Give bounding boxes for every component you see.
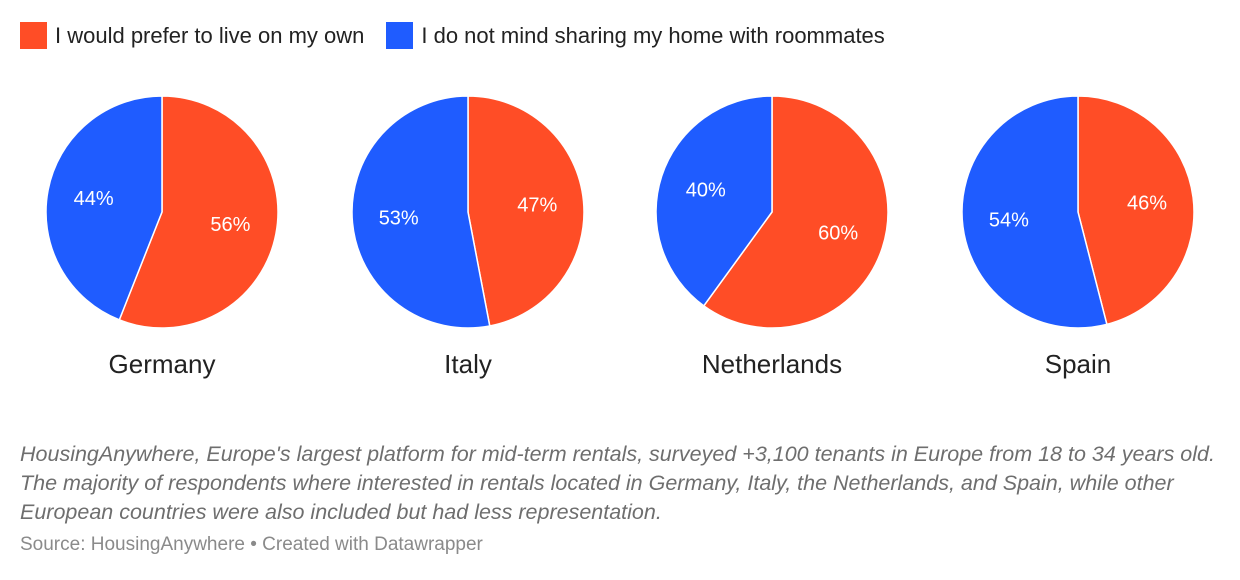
pie-data-label-netherlands-roommates: 40% <box>686 179 726 201</box>
pie-title-spain: Spain <box>1045 349 1112 379</box>
pie-slice-spain-live-alone <box>1077 95 1195 326</box>
pie-italy: 47% 53% Italy <box>351 95 585 379</box>
chart-source: Source: HousingAnywhere • Created with D… <box>20 534 483 555</box>
pie-slice-netherlands-live-alone <box>703 95 889 329</box>
pie-spain: 46% 54% Spain <box>961 95 1195 379</box>
pie-slice-italy-live-alone <box>467 95 585 327</box>
pie-title-netherlands: Netherlands <box>702 349 842 379</box>
pie-data-label-germany-live-alone: 56% <box>210 214 250 236</box>
pie-slice-germany-live-alone <box>118 95 279 329</box>
legend-swatch-roommates <box>386 22 414 49</box>
pie-data-label-spain-roommates: 54% <box>989 210 1029 232</box>
chart-note: HousingAnywhere, Europe's largest platfo… <box>20 442 1215 524</box>
legend-label-roommates: I do not mind sharing my home with roomm… <box>421 22 885 48</box>
pie-slice-italy-roommates <box>351 95 491 329</box>
legend-swatch-live-alone <box>20 22 47 49</box>
pie-netherlands: 60% 40% Netherlands <box>655 95 889 379</box>
pie-title-germany: Germany <box>109 349 216 379</box>
pie-slice-spain-roommates <box>961 95 1108 329</box>
legend-item-roommates: I do not mind sharing my home with roomm… <box>386 22 885 49</box>
pie-data-label-netherlands-live-alone: 60% <box>818 223 858 245</box>
legend-item-live-alone: I would prefer to live on my own <box>20 22 364 49</box>
pie-data-label-spain-live-alone: 46% <box>1127 192 1167 214</box>
chart-legend: I would prefer to live on my own I do no… <box>20 22 885 49</box>
pie-charts: 56% 44% Germany 47% 53% Italy 60% 40% Netherland… <box>45 95 1195 379</box>
legend-label-live-alone: I would prefer to live on my own <box>55 22 365 48</box>
pie-data-label-italy-live-alone: 47% <box>517 194 557 216</box>
pie-data-label-italy-roommates: 53% <box>379 208 419 230</box>
pie-title-italy: Italy <box>444 349 492 379</box>
pie-slice-netherlands-roommates <box>655 95 773 307</box>
pie-data-label-germany-roommates: 44% <box>74 188 114 210</box>
pie-slice-germany-roommates <box>45 95 163 321</box>
pie-germany: 56% 44% Germany <box>45 95 279 379</box>
